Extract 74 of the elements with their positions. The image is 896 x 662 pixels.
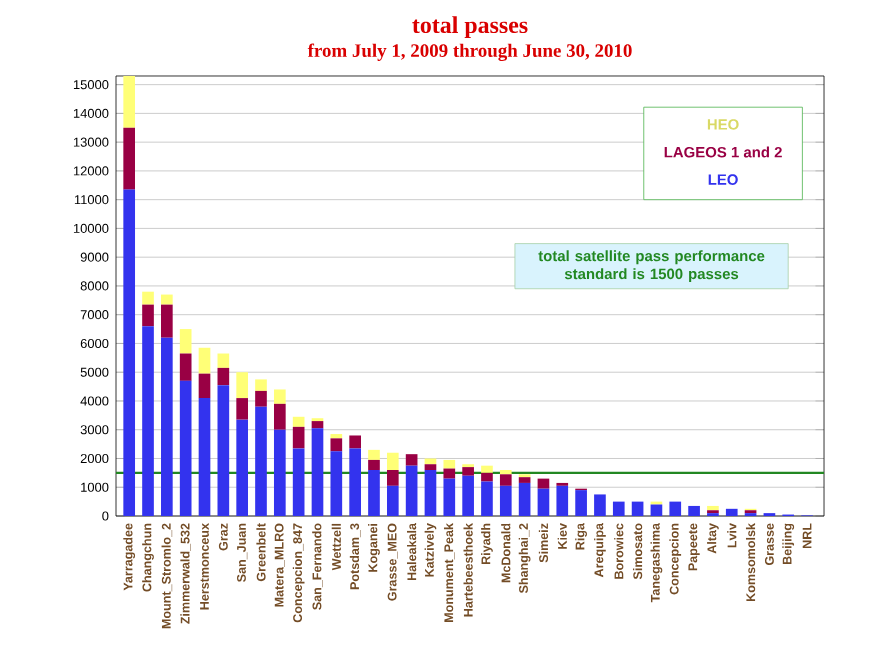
bar: [179, 353, 192, 381]
bar: [142, 304, 154, 327]
bar: [292, 426, 305, 449]
bar: [311, 428, 324, 516]
bar: [443, 478, 456, 516]
bar: [368, 469, 380, 516]
bar: [424, 458, 437, 465]
bar: [443, 459, 456, 469]
chart-title: total passes: [412, 16, 528, 38]
bar: [462, 475, 474, 516]
bar: [273, 403, 286, 430]
bar: [142, 291, 154, 305]
bar: [198, 373, 211, 399]
bar: [594, 494, 606, 516]
bar: [537, 488, 550, 516]
bar: [198, 347, 211, 374]
bar: [217, 385, 230, 516]
bar: [273, 389, 286, 404]
bar: [161, 337, 173, 516]
bar: [217, 367, 230, 386]
bar: [386, 469, 399, 486]
bar: [161, 294, 173, 305]
bar: [669, 501, 682, 516]
bar: [217, 353, 230, 368]
bar: [405, 454, 418, 466]
bar: [179, 329, 192, 354]
bar: [161, 304, 173, 338]
bar: [123, 127, 136, 190]
chart-subtitle: from July 1, 2009 through June 30, 2010: [307, 43, 632, 61]
bar: [330, 451, 343, 516]
bar: [499, 474, 512, 486]
bar: [142, 326, 154, 516]
bar: [292, 448, 305, 516]
bar: [424, 469, 437, 516]
bar: [255, 379, 267, 391]
bar: [273, 429, 286, 516]
bar: [612, 501, 625, 516]
bar: [368, 449, 380, 460]
bar: [537, 478, 550, 489]
bar: [650, 504, 663, 516]
bar: [123, 189, 136, 516]
bar: [462, 467, 474, 476]
bar: [499, 469, 512, 475]
bar: [688, 505, 700, 516]
bar: [236, 419, 248, 516]
bar: [725, 508, 738, 516]
bar: [349, 448, 361, 516]
bar: [330, 438, 343, 452]
bar: [386, 452, 399, 470]
bar: [518, 477, 531, 483]
bar: [236, 372, 248, 399]
bar: [255, 406, 267, 516]
bar: [311, 421, 324, 429]
bar: [255, 390, 267, 407]
bar: [556, 485, 569, 516]
bar: [575, 490, 587, 516]
bar: [386, 485, 399, 516]
bar: [405, 465, 418, 516]
bar: [707, 505, 719, 511]
bar: [481, 481, 493, 516]
bar: [292, 416, 305, 427]
bar: [443, 468, 456, 479]
bar: [236, 398, 248, 420]
bar: [368, 459, 380, 470]
bar: [631, 501, 644, 516]
bar: [198, 398, 211, 516]
bar: [518, 482, 531, 516]
bar: [481, 465, 493, 473]
bar: [499, 485, 512, 516]
bar: [349, 435, 361, 449]
bar: [179, 380, 192, 516]
bar: [424, 464, 437, 470]
bar: [481, 472, 493, 482]
bar: [123, 75, 136, 128]
